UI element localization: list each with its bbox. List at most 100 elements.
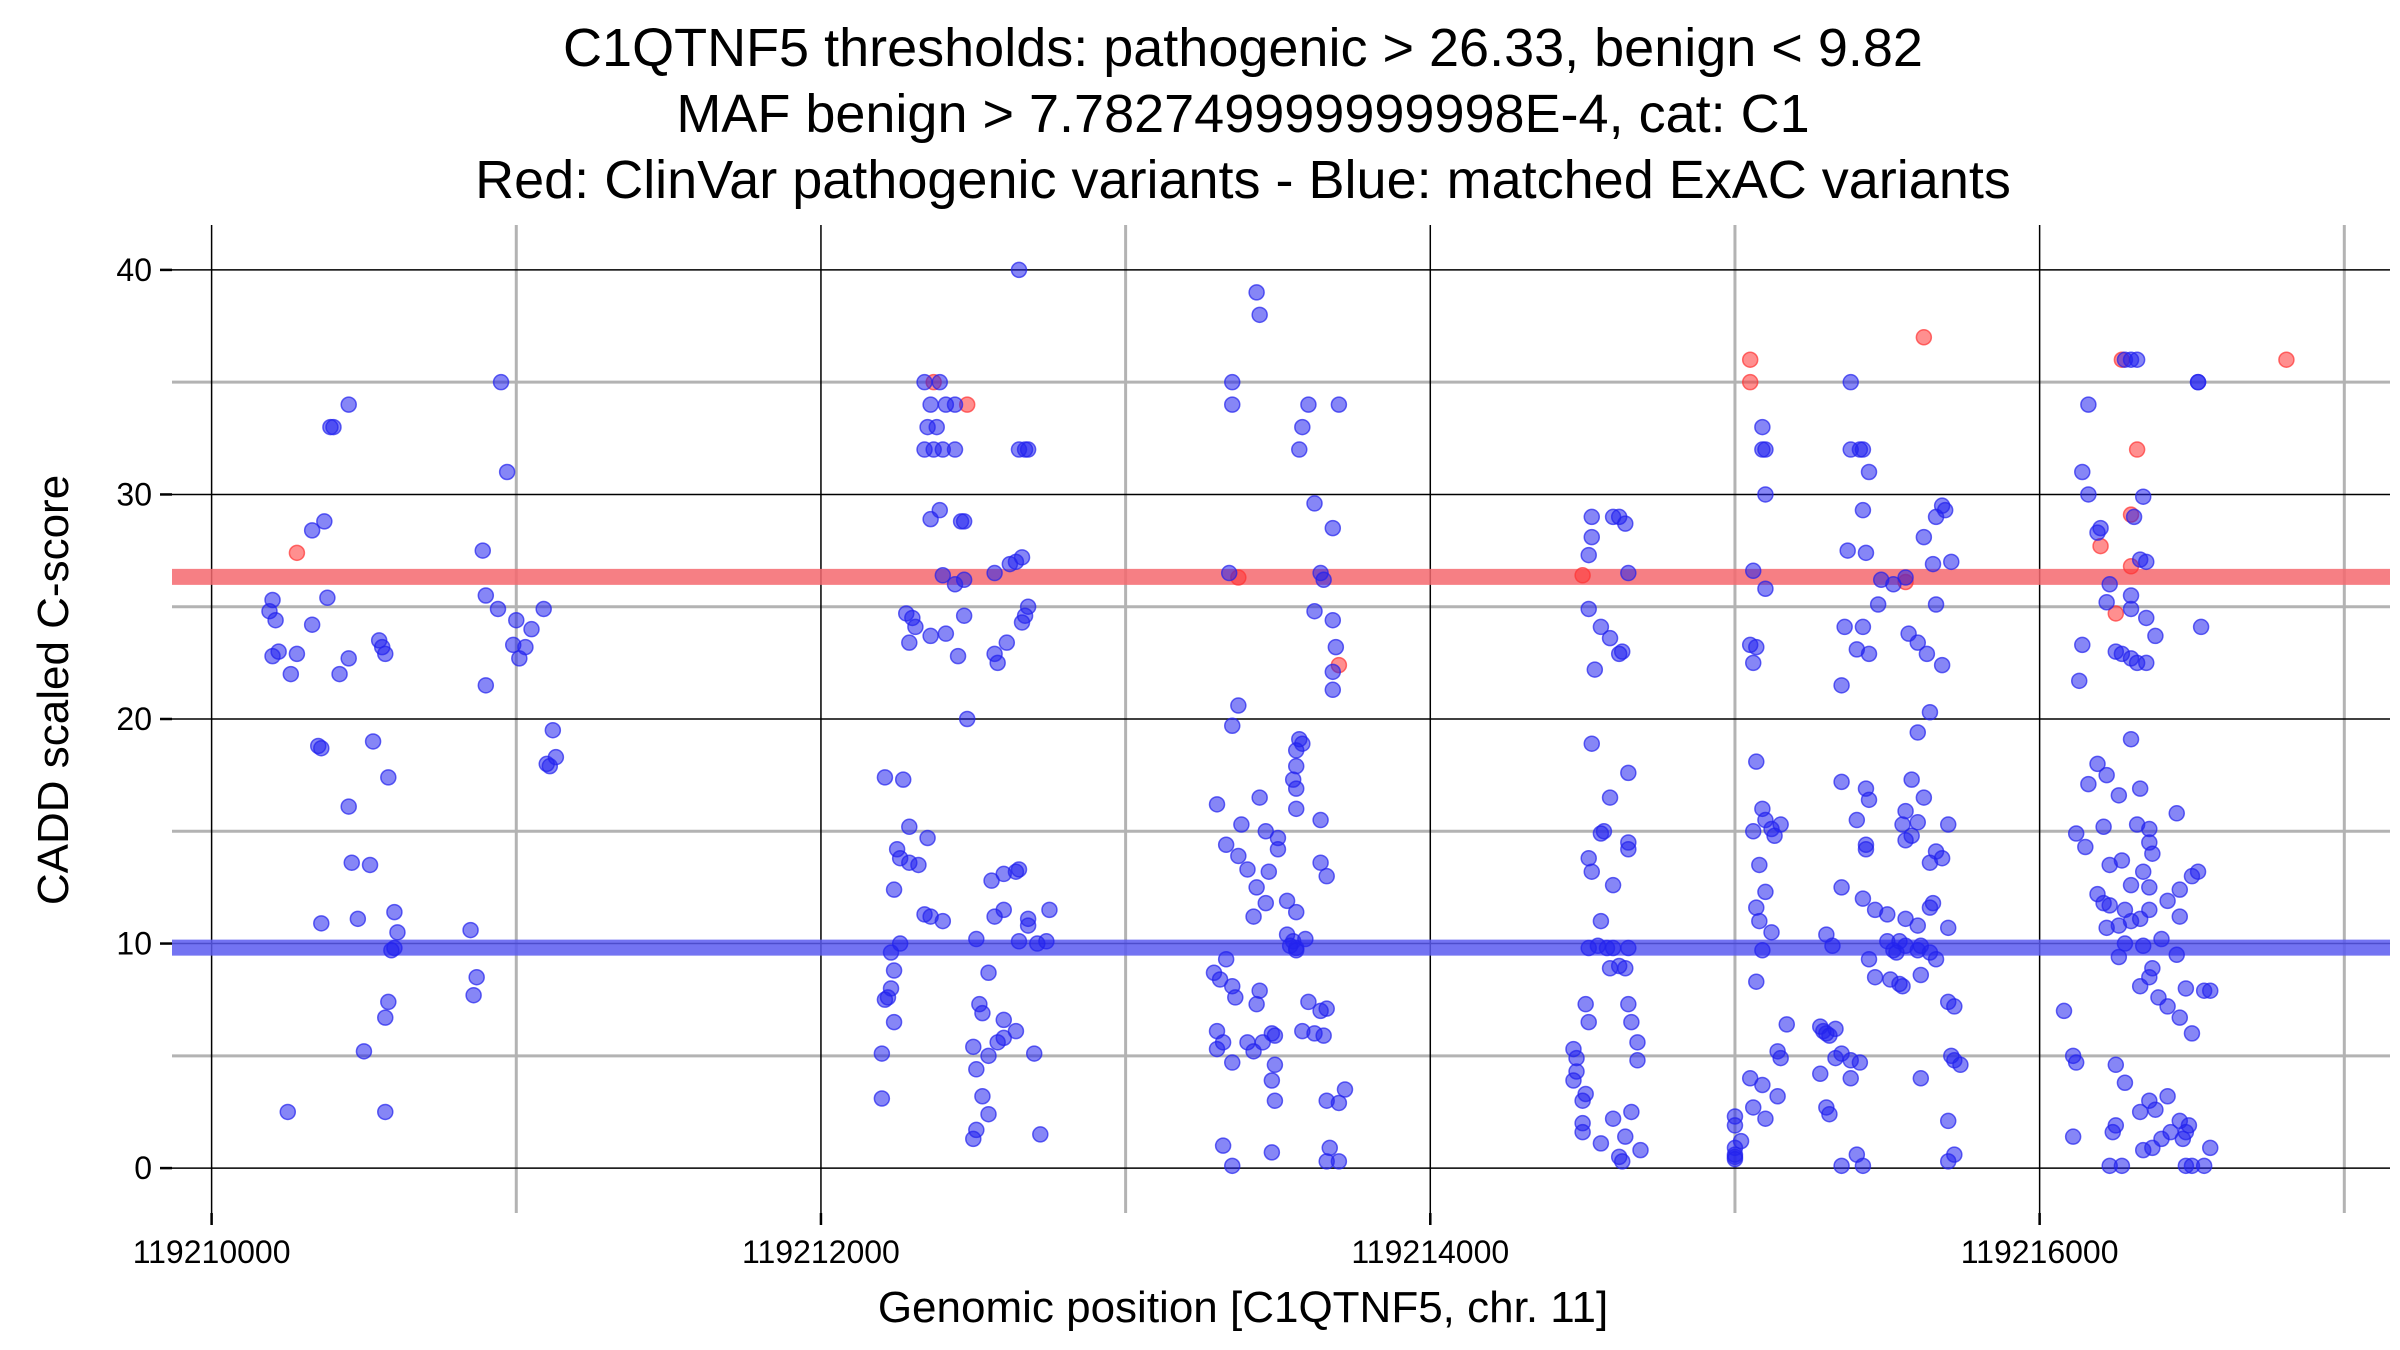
data-point-benign — [270, 643, 287, 660]
data-point-benign — [1565, 1072, 1582, 1089]
data-point-benign — [1778, 1016, 1796, 1033]
data-point-pathogenic — [1915, 329, 1933, 346]
data-point-benign — [986, 564, 1003, 582]
data-point-benign — [907, 618, 924, 636]
data-point-benign — [1772, 816, 1789, 833]
data-point-benign — [1909, 814, 1927, 831]
data-point-benign — [958, 710, 976, 728]
data-point-benign — [1580, 849, 1597, 867]
data-point-benign — [2144, 845, 2161, 862]
data-point-benign — [2131, 780, 2149, 797]
data-point-benign — [1287, 903, 1305, 921]
data-point-benign — [2138, 654, 2155, 672]
data-point-benign — [2147, 1101, 2164, 1118]
data-point-pathogenic — [1741, 373, 1759, 391]
data-point-benign — [1833, 773, 1850, 791]
data-point-benign — [541, 757, 559, 775]
data-point-pathogenic — [2107, 605, 2125, 622]
data-point-benign — [1324, 519, 1342, 537]
data-point-benign — [2067, 825, 2085, 842]
data-point-benign — [1744, 562, 1762, 580]
data-point-benign — [2159, 998, 2176, 1015]
data-point-benign — [1294, 418, 1311, 436]
data-point-benign — [1315, 1027, 1332, 1044]
x-tick-label: 119216000 — [1961, 1234, 2119, 1270]
data-point-benign — [1610, 645, 1628, 663]
data-point-benign — [1748, 973, 1765, 990]
data-point-benign — [1013, 614, 1031, 631]
data-point-benign — [1312, 811, 1329, 829]
data-point-benign — [1903, 771, 1920, 788]
data-point-benign — [1623, 1103, 1640, 1121]
data-point-benign — [1224, 717, 1241, 734]
y-tick-label: 10 — [116, 926, 152, 962]
data-point-benign — [279, 1103, 297, 1121]
data-point-benign — [1854, 618, 1872, 636]
data-point-benign — [2122, 600, 2140, 618]
data-point-benign — [1208, 1040, 1226, 1058]
data-point-benign — [343, 854, 361, 871]
data-point-benign — [1025, 1045, 1043, 1062]
data-point-benign — [901, 634, 918, 651]
data-point-benign — [1909, 634, 1927, 651]
data-point-benign — [2159, 1087, 2176, 1105]
data-point-benign — [1833, 677, 1850, 694]
data-point-benign — [1632, 1141, 1649, 1159]
data-point-benign — [267, 611, 284, 629]
data-point-benign — [2055, 1002, 2073, 1020]
data-point-benign — [1324, 681, 1342, 699]
data-point-benign — [2101, 576, 2118, 593]
y-tick-label: 40 — [116, 252, 152, 288]
data-point-benign — [2080, 486, 2097, 503]
data-point-benign — [1894, 977, 1911, 995]
data-point-benign — [1251, 982, 1268, 999]
data-point-benign — [2141, 879, 2158, 896]
data-point-benign — [965, 1130, 982, 1148]
data-point-benign — [1041, 901, 1058, 919]
data-point-benign — [1860, 951, 1878, 968]
data-point-benign — [468, 968, 485, 986]
data-point-benign — [1879, 906, 1896, 923]
data-point-benign — [1336, 1081, 1354, 1098]
data-point-benign — [1583, 863, 1601, 880]
data-point-benign — [1287, 800, 1305, 818]
data-point-benign — [1266, 1027, 1284, 1044]
data-point-benign — [1927, 508, 1945, 526]
data-point-benign — [523, 620, 540, 638]
data-point-benign — [2080, 396, 2097, 413]
data-point-benign — [995, 1011, 1012, 1029]
data-point-benign — [1208, 796, 1226, 813]
data-point-benign — [508, 611, 525, 629]
data-point-benign — [1939, 919, 1957, 937]
x-tick-label: 119212000 — [742, 1234, 900, 1270]
data-point-benign — [885, 1013, 903, 1031]
data-point-benign — [2095, 894, 2112, 912]
data-point-benign — [1318, 1000, 1335, 1017]
data-point-benign — [1915, 528, 1933, 546]
data-point-benign — [937, 625, 955, 642]
data-point-benign — [1927, 951, 1945, 968]
data-point-benign — [2122, 876, 2140, 894]
data-point-benign — [1224, 1157, 1241, 1175]
data-point-benign — [1263, 1144, 1281, 1161]
data-point-benign — [474, 542, 492, 559]
data-point-benign — [380, 993, 397, 1011]
data-point-benign — [1854, 441, 1872, 458]
data-point-benign — [980, 1105, 997, 1123]
data-point-benign — [1897, 832, 1914, 849]
data-point-benign — [1620, 939, 1637, 957]
data-point-benign — [2168, 805, 2185, 822]
data-point-benign — [1230, 697, 1247, 714]
data-point-benign — [1278, 892, 1296, 910]
data-point-benign — [1860, 791, 1878, 809]
data-point-benign — [1248, 879, 1265, 896]
data-point-benign — [1583, 508, 1601, 526]
data-point-benign — [2153, 930, 2170, 948]
data-point-benign — [1315, 571, 1332, 589]
data-point-benign — [1010, 933, 1028, 950]
data-point-benign — [1583, 735, 1601, 752]
data-point-benign — [1601, 789, 1619, 806]
data-point-benign — [1827, 1049, 1844, 1067]
